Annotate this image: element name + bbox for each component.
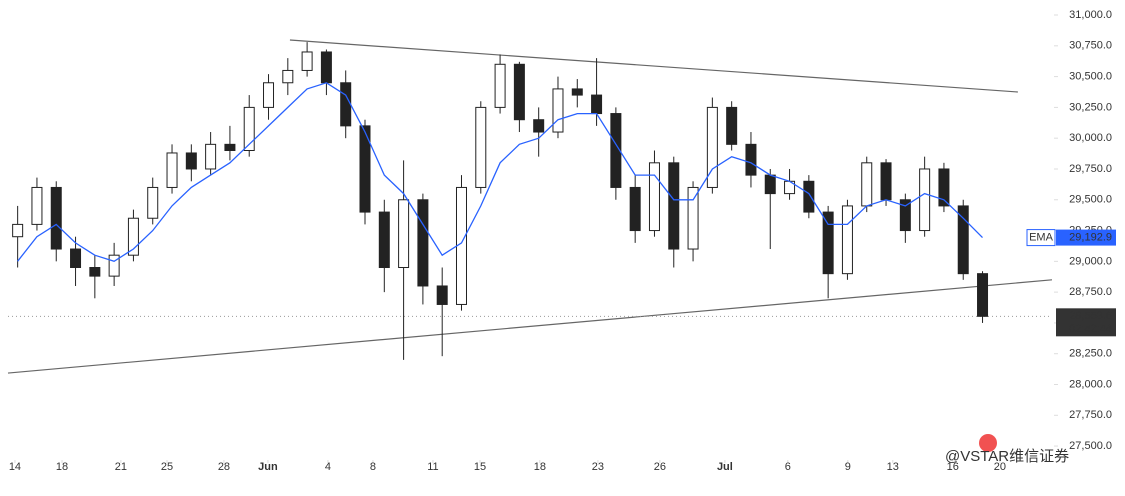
- y-tick-label: 27,750.0: [1069, 409, 1112, 421]
- y-tick-label: 30,000.0: [1069, 132, 1112, 144]
- candle-body: [861, 162, 873, 207]
- x-tick-label: 14: [9, 461, 21, 473]
- y-tick-label: 28,250.0: [1069, 348, 1112, 360]
- candle-body: [977, 273, 989, 317]
- candle-body: [398, 199, 410, 269]
- candle-body: [89, 267, 101, 277]
- candle-body: [127, 217, 139, 256]
- candle-body: [880, 162, 892, 201]
- y-tick-label: 30,500.0: [1069, 71, 1112, 83]
- candle-body: [378, 211, 390, 269]
- candle-body: [938, 168, 950, 207]
- x-tick-label: 16: [947, 461, 959, 473]
- ema-value-box: [1056, 229, 1116, 246]
- countdown: 02:42:44: [1069, 323, 1112, 335]
- candle-body: [591, 94, 603, 115]
- candle-body: [513, 63, 525, 121]
- candle-body: [108, 254, 120, 277]
- x-tick-label: 11: [427, 461, 438, 473]
- candle-body: [919, 168, 931, 232]
- y-tick-label: 31,000.0: [1069, 9, 1112, 21]
- candle-body: [726, 106, 738, 145]
- ema-value: 29,192.9: [1069, 231, 1112, 243]
- x-tick-label: 9: [845, 461, 851, 473]
- candle-body: [205, 143, 217, 170]
- y-tick-label: 28,750.0: [1069, 286, 1112, 298]
- y-tick-label: 30,750.0: [1069, 40, 1112, 52]
- x-tick-label: 13: [887, 461, 899, 473]
- x-tick-label: 8: [370, 461, 376, 473]
- candle-body: [687, 186, 699, 250]
- candle-body: [320, 51, 332, 84]
- x-tick-label: 25: [161, 461, 173, 473]
- candle-body: [648, 162, 660, 232]
- x-tick-label: 28: [218, 461, 230, 473]
- y-tick-label: 27,500.0: [1069, 440, 1112, 452]
- candle-body: [70, 248, 82, 269]
- trend-line: [7, 279, 1053, 374]
- candle-body: [706, 106, 718, 188]
- ema-tag: EMA: [1029, 231, 1054, 243]
- candle-body: [455, 186, 467, 305]
- x-tick-label: 15: [474, 461, 486, 473]
- candle-body: [764, 174, 776, 195]
- candle-body: [552, 88, 564, 133]
- candle-body: [957, 205, 969, 275]
- ema-line: [17, 82, 983, 263]
- trend-line: [289, 39, 1018, 93]
- candle-body: [494, 63, 506, 108]
- candle-body: [12, 223, 24, 238]
- candle-body: [359, 125, 371, 213]
- candle-body: [610, 113, 622, 188]
- candle-body: [301, 51, 313, 71]
- candle-body: [668, 162, 680, 250]
- candle-body: [31, 186, 43, 225]
- candle-body: [475, 106, 487, 188]
- candle-body: [147, 186, 159, 219]
- candle-body: [224, 143, 236, 152]
- candle-body: [571, 88, 583, 96]
- ema-tag-box: [1026, 229, 1056, 247]
- x-tick-label: 4: [325, 461, 331, 473]
- candle-body: [50, 186, 62, 250]
- x-tick-label: Jun: [258, 461, 278, 473]
- price-box: [1056, 308, 1116, 337]
- candle-body: [745, 143, 757, 176]
- watermark: @VSTAR维信证券: [945, 448, 1069, 465]
- candle-body: [417, 199, 429, 287]
- y-tick-label: 30,250.0: [1069, 101, 1112, 113]
- watermark-icon: [979, 434, 997, 452]
- candle-body: [803, 180, 815, 213]
- x-tick-label: 21: [115, 461, 127, 473]
- x-tick-label: 18: [56, 461, 68, 473]
- y-tick-label: 29,500.0: [1069, 194, 1112, 206]
- candle-body: [185, 152, 197, 170]
- x-tick-label: 26: [654, 461, 666, 473]
- candle-body: [282, 69, 294, 84]
- candle-body: [263, 82, 275, 108]
- x-tick-label: 18: [534, 461, 546, 473]
- candle-body: [533, 119, 545, 133]
- x-tick-label: 23: [592, 461, 604, 473]
- candle-body: [340, 82, 352, 127]
- candle-body: [841, 205, 853, 275]
- x-tick-label: Jul: [717, 461, 733, 473]
- candle-body: [629, 186, 641, 232]
- price-label: 28,553.6: [1069, 310, 1112, 322]
- candle-body: [166, 152, 178, 188]
- candle-body: [243, 106, 255, 152]
- candle-body: [899, 199, 911, 232]
- y-tick-label: 29,000.0: [1069, 255, 1112, 267]
- x-tick-label: 20: [994, 461, 1006, 473]
- candle-body: [436, 285, 448, 305]
- x-tick-label: 6: [785, 461, 791, 473]
- y-tick-label: 28,000.0: [1069, 378, 1112, 390]
- candle-body: [822, 211, 834, 275]
- y-tick-label: 29,750.0: [1069, 163, 1112, 175]
